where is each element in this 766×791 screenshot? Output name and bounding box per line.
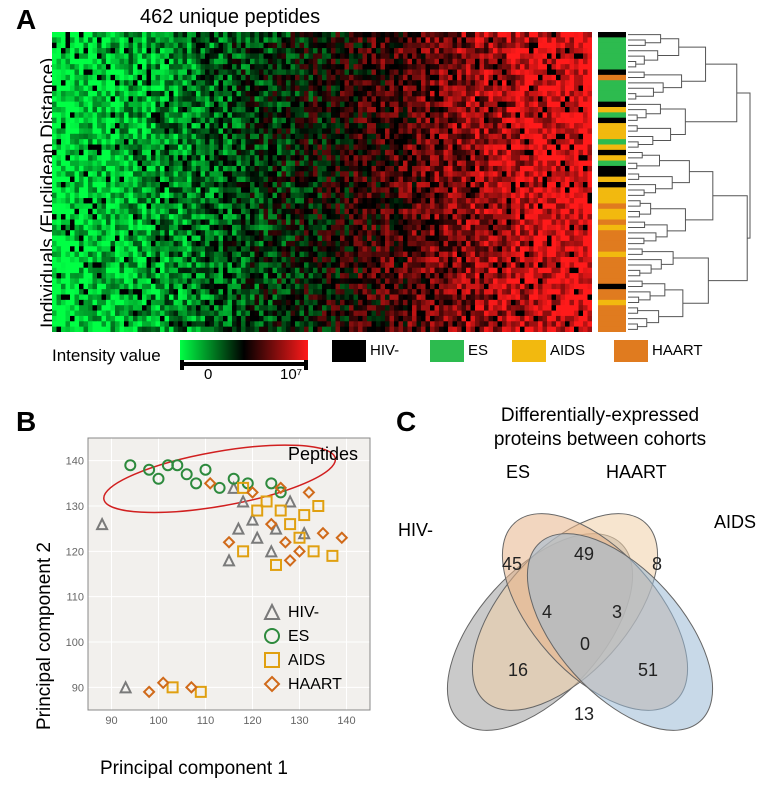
panel-b-title: Peptides bbox=[288, 444, 358, 465]
venn-aids-label: AIDS bbox=[714, 512, 756, 533]
swatch-hiv bbox=[332, 340, 366, 362]
swatch-es bbox=[430, 340, 464, 362]
venn-n-hiv-aids: 13 bbox=[574, 704, 594, 725]
panel-c-title-line2: proteins between cohorts bbox=[494, 429, 706, 450]
venn-n-es-haart: 49 bbox=[574, 544, 594, 565]
venn-n-hiv-es: 45 bbox=[502, 554, 522, 575]
venn-es-label: ES bbox=[506, 462, 530, 483]
swatch-aids bbox=[512, 340, 546, 362]
pca-plot: 9010011012013014090100110120130140HIV-ES… bbox=[58, 430, 378, 740]
panel-c: C Differentially-expressed proteins betw… bbox=[390, 400, 766, 790]
panel-b-label: B bbox=[16, 406, 36, 438]
swatch-haart-label: HAART bbox=[652, 342, 703, 359]
venn-n-haart-aids: 8 bbox=[652, 554, 662, 575]
panel-a-title: 462 unique peptides bbox=[140, 6, 320, 29]
venn-n-hiv-es-haart: 4 bbox=[542, 602, 552, 623]
panel-b-xlabel: Principal component 1 bbox=[100, 758, 288, 780]
swatch-aids-label: AIDS bbox=[550, 342, 585, 359]
intensity-min: 0 bbox=[204, 366, 212, 383]
panel-b-ylabel: Principal component 2 bbox=[34, 542, 56, 730]
swatch-haart bbox=[614, 340, 648, 362]
dendrogram bbox=[628, 32, 752, 332]
row-group-strip bbox=[598, 32, 626, 332]
panel-b: B Principal component 2 Principal compon… bbox=[0, 400, 400, 790]
venn-n-es-haart-aids: 3 bbox=[612, 602, 622, 623]
venn-n-center: 0 bbox=[580, 634, 590, 655]
venn-hiv-label: HIV- bbox=[398, 520, 433, 541]
venn-haart-label: HAART bbox=[606, 462, 667, 483]
panel-c-title-line1: Differentially-expressed bbox=[501, 405, 699, 426]
heatmap-legend-row: Intensity value 0 10⁷ HIV- bbox=[52, 340, 752, 395]
intensity-label: Intensity value bbox=[52, 346, 161, 366]
venn: HIV- ES HAART AIDS 45 49 8 4 3 0 16 51 1… bbox=[390, 452, 766, 782]
intensity-max: 10⁷ bbox=[280, 366, 302, 383]
swatch-es-label: ES bbox=[468, 342, 488, 359]
panel-a-label: A bbox=[16, 4, 36, 36]
heatmap bbox=[52, 32, 592, 332]
venn-n-hiv-haart: 16 bbox=[508, 660, 528, 681]
swatch-hiv-label: HIV- bbox=[370, 342, 399, 359]
colorbar bbox=[180, 340, 308, 360]
venn-n-es-aids: 51 bbox=[638, 660, 658, 681]
panel-c-label: C bbox=[396, 406, 416, 438]
panel-a: A 462 unique peptides Individuals (Eucli… bbox=[0, 0, 766, 405]
panel-c-title: Differentially-expressed proteins betwee… bbox=[450, 404, 750, 452]
